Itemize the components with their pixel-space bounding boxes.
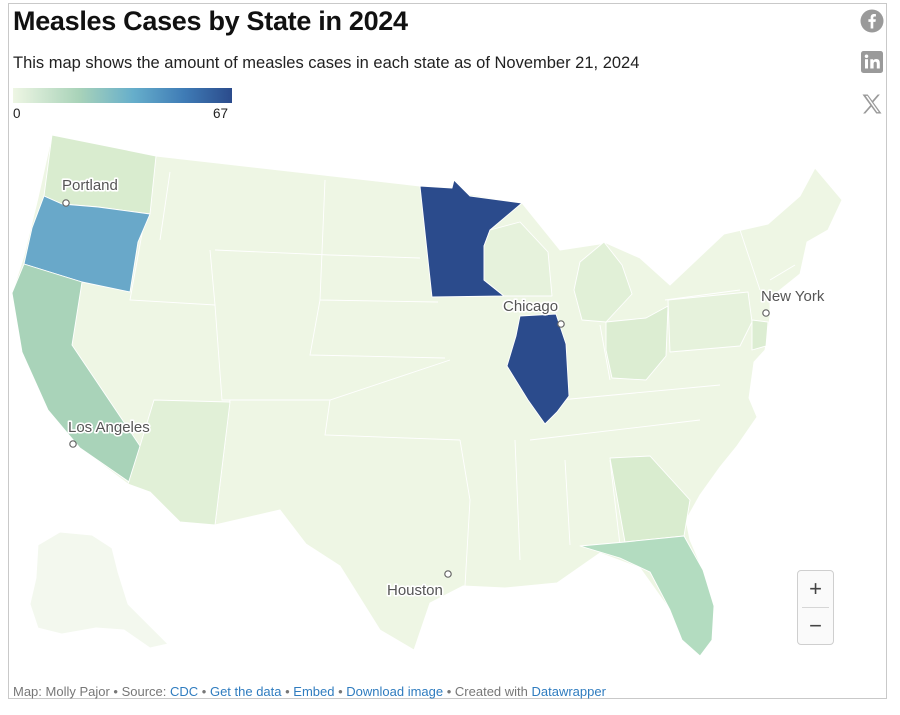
city-houston: Houston <box>385 570 452 601</box>
source-link[interactable]: CDC <box>170 684 199 699</box>
svg-text:Chicago: Chicago <box>503 298 558 315</box>
oregon-shape <box>23 195 151 293</box>
city-portland: Portland <box>60 175 119 207</box>
footer-credits: Map: Molly Pajor • Source: CDC • Get the… <box>13 684 606 699</box>
svg-text:Portland: Portland <box>62 177 118 194</box>
svg-text:New York: New York <box>761 288 825 305</box>
zoom-out-button[interactable]: − <box>798 608 833 644</box>
footer-byline: Map: Molly Pajor • Source: <box>13 684 170 699</box>
x-icon[interactable] <box>860 92 884 116</box>
footer-sep: • <box>281 684 294 699</box>
wisconsin-shape <box>483 221 553 297</box>
legend-min-label: 0 <box>13 106 21 121</box>
city-los-angeles: Los Angeles <box>66 417 151 448</box>
datawrapper-link[interactable]: Datawrapper <box>531 684 606 699</box>
footer-sep: • <box>198 684 210 699</box>
florida-shape <box>579 535 715 657</box>
pennsylvania-shape <box>667 291 753 353</box>
page-subtitle: This map shows the amount of measles cas… <box>13 54 640 72</box>
illinois-shape <box>506 313 570 425</box>
zoom-divider <box>802 607 829 608</box>
linkedin-icon[interactable] <box>860 50 884 74</box>
zoom-in-button[interactable]: + <box>798 571 833 607</box>
legend-max-label: 67 <box>213 106 229 121</box>
michigan-shape <box>573 241 633 323</box>
download-image-link[interactable]: Download image <box>346 684 444 699</box>
city-new-york: New York <box>759 286 826 317</box>
get-data-link[interactable]: Get the data <box>209 684 282 699</box>
georgia-shape <box>609 455 691 543</box>
california-shape <box>11 263 141 485</box>
legend-color-bar <box>13 88 232 103</box>
footer-created: • Created with <box>443 684 532 699</box>
ohio-shape <box>605 305 669 381</box>
zoom-control: + − <box>797 570 834 645</box>
footer-sep: • <box>334 684 347 699</box>
new-jersey-shape <box>751 319 769 351</box>
svg-text:Houston: Houston <box>387 582 443 599</box>
svg-text:Los Angeles: Los Angeles <box>68 419 150 436</box>
city-chicago: Chicago <box>501 296 565 328</box>
arizona-shape <box>127 399 231 526</box>
alaska-shape <box>29 531 169 649</box>
washington-shape <box>43 134 157 215</box>
embed-link[interactable]: Embed <box>293 684 335 699</box>
graphic-frame <box>8 3 887 699</box>
facebook-icon[interactable] <box>860 9 884 33</box>
page-title: Measles Cases by State in 2024 <box>13 6 408 36</box>
